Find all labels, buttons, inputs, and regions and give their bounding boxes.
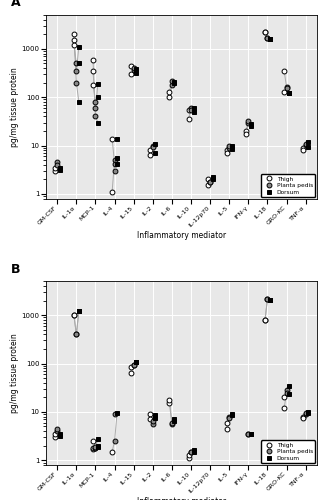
- Legend: Thigh, Planta pedis, Dorsum: Thigh, Planta pedis, Dorsum: [261, 174, 316, 197]
- Y-axis label: pg/mg tissue protein: pg/mg tissue protein: [10, 334, 19, 413]
- Y-axis label: pg/mg tissue protein: pg/mg tissue protein: [10, 67, 19, 146]
- X-axis label: Inflammatory mediator: Inflammatory mediator: [137, 230, 226, 239]
- Legend: Thigh, Planta pedis, Dorsum: Thigh, Planta pedis, Dorsum: [261, 440, 316, 463]
- X-axis label: Inflammatory mediator: Inflammatory mediator: [137, 497, 226, 500]
- Text: A: A: [10, 0, 20, 10]
- Text: B: B: [10, 263, 20, 276]
